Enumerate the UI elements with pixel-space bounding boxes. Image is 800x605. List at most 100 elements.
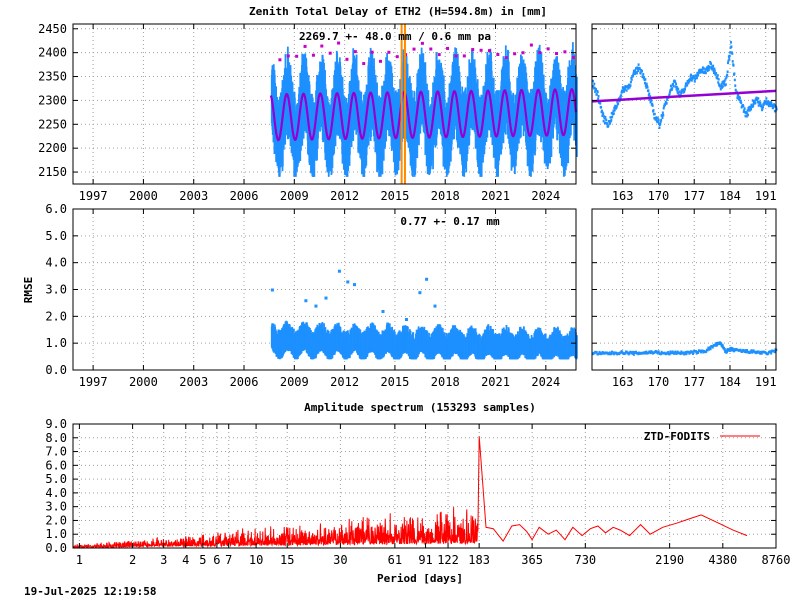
y-tick-label: 4.0: [45, 486, 67, 500]
x-tick-label: 2000: [129, 375, 158, 389]
recent-ztd-point: [737, 93, 740, 97]
recent-ztd-point: [684, 87, 686, 91]
x-tick-label: 177: [683, 375, 705, 389]
recent-rmse-point: [711, 346, 714, 349]
recent-ztd-point: [637, 63, 640, 66]
x-tick-label: 2006: [230, 189, 259, 203]
recent-ztd-point: [637, 69, 640, 73]
recent-ztd-point: [731, 52, 734, 55]
recent-ztd-point: [638, 67, 641, 71]
ztd-main-frame: [72, 23, 577, 185]
recent-rmse-point: [725, 350, 728, 354]
recent-rmse-point: [770, 352, 773, 355]
recent-rmse-point: [682, 351, 685, 354]
recent-ztd-point: [727, 59, 730, 62]
recent-ztd-point: [759, 101, 762, 105]
recent-ztd-point: [750, 107, 753, 111]
recent-rmse-point: [769, 350, 772, 353]
recent-ztd-point: [597, 97, 600, 101]
x-tick-label: 2018: [431, 189, 460, 203]
recent-ztd-point: [711, 68, 714, 71]
x-tick-label: 1997: [79, 189, 108, 203]
recent-ztd-point: [728, 54, 731, 58]
recent-ztd-point: [684, 85, 687, 88]
recent-ztd-point: [752, 104, 755, 108]
recent-ztd-point: [674, 80, 677, 83]
recent-ztd-point: [666, 98, 669, 101]
recent-rmse-point: [746, 349, 749, 352]
recent-ztd-point: [657, 120, 660, 124]
recent-ztd-point: [608, 120, 611, 123]
recent-ztd-point: [724, 78, 727, 81]
recent-ztd-point: [595, 93, 598, 96]
recent-ztd-point: [645, 82, 648, 86]
ztd-outlier: [370, 50, 374, 54]
recent-ztd-point: [749, 105, 752, 109]
spectrum-xlabel: Period [days]: [377, 572, 463, 585]
recent-ztd-point: [712, 71, 715, 75]
recent-ztd-point: [676, 89, 679, 93]
recent-ztd-point: [686, 83, 689, 87]
ztd-outlier: [295, 54, 299, 58]
recent-ztd-point: [596, 90, 599, 94]
recent-ztd-point: [756, 100, 759, 104]
recent-ztd-point: [677, 87, 680, 91]
recent-rmse-point: [632, 350, 635, 354]
recent-rmse-point: [721, 343, 724, 347]
recent-rmse-point: [656, 351, 659, 355]
ztd-outlier: [437, 53, 441, 57]
recent-ztd-point: [642, 73, 645, 76]
rmse-outlier: [324, 296, 328, 300]
recent-ztd-point: [717, 78, 720, 81]
recent-ztd-point: [623, 90, 626, 93]
recent-ztd-point: [724, 83, 727, 86]
x-tick-label: 3: [160, 553, 167, 567]
x-tick-label: 2021: [481, 375, 510, 389]
recent-rmse-point: [697, 351, 700, 355]
recent-ztd-point: [688, 80, 691, 83]
recent-ztd-point: [732, 64, 735, 67]
recent-ztd-point: [695, 76, 698, 80]
ztd-outlier: [462, 54, 466, 58]
recent-rmse-point: [744, 349, 747, 352]
ztd-fit-line: [269, 87, 578, 142]
x-tick-label: 8760: [762, 553, 791, 567]
recent-ztd-point: [668, 92, 671, 95]
recent-rmse-point: [619, 351, 622, 354]
recent-ztd-point: [605, 118, 608, 122]
recent-ztd-point: [644, 84, 647, 87]
rmse-outlier: [433, 304, 437, 308]
ztd-point: [576, 76, 578, 157]
recent-ztd-point: [745, 115, 748, 118]
recent-ztd-point: [593, 86, 596, 90]
recent-rmse-point: [701, 349, 704, 353]
recent-rmse-point: [657, 350, 660, 353]
recent-rmse-point: [739, 348, 742, 352]
recent-ztd-point: [668, 93, 671, 97]
legend-label: ZTD-FODITS: [644, 430, 710, 443]
recent-rmse-point: [628, 352, 631, 355]
recent-ztd-point: [691, 77, 694, 80]
recent-ztd-point: [617, 102, 620, 105]
recent-ztd-point: [625, 89, 628, 92]
recent-ztd-point: [648, 98, 651, 101]
x-tick-label: 184: [719, 375, 741, 389]
recent-ztd-point: [592, 85, 595, 88]
recent-ztd-point: [644, 78, 647, 81]
spectrum-line: [72, 436, 748, 550]
x-tick-label: 170: [648, 375, 670, 389]
recent-ztd-point: [660, 118, 663, 122]
recent-ztd-point: [704, 71, 707, 75]
recent-rmse-point: [759, 352, 762, 355]
recent-ztd-point: [658, 126, 661, 129]
recent-ztd-point: [733, 78, 736, 82]
ztd-outlier: [546, 47, 550, 51]
recent-ztd-point: [609, 121, 612, 125]
recent-ztd-point: [623, 88, 626, 91]
recent-ztd-point: [761, 107, 764, 110]
rmse-outlier: [346, 280, 350, 284]
recent-rmse-point: [759, 350, 762, 354]
rmse-outlier: [381, 309, 385, 313]
recent-rmse-point: [685, 352, 688, 356]
recent-ztd-point: [629, 84, 632, 87]
